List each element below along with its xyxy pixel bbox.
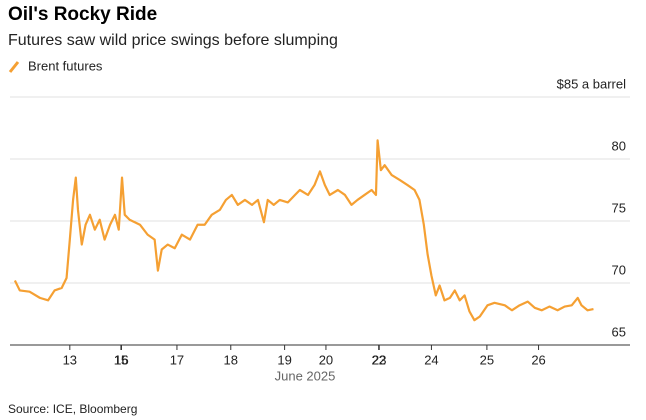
x-tick-label: 15	[114, 352, 128, 367]
price-line	[13, 139, 594, 322]
x-tick-label: 20	[319, 352, 333, 367]
x-tick-label: 13	[63, 352, 77, 367]
x-tick-label: 25	[480, 352, 494, 367]
y-tick-label: 70	[612, 262, 626, 277]
x-tick-label: 19	[277, 352, 291, 367]
source: Source: ICE, Bloomberg	[8, 402, 137, 416]
x-tick-label: 22	[371, 352, 385, 367]
y-tick-label: 65	[612, 324, 626, 339]
x-tick-label: 24	[424, 352, 438, 367]
x-tick-label: 23	[372, 352, 386, 367]
y-tick-label: $85 a barrel	[557, 76, 626, 91]
x-tick-label: 18	[224, 352, 238, 367]
y-tick-label: 75	[612, 200, 626, 215]
x-tick-label: 16	[114, 352, 128, 367]
x-tick-label: 26	[531, 352, 545, 367]
chart-title: Oil's Rocky Ride	[8, 4, 157, 25]
x-tick-label: 17	[170, 352, 184, 367]
legend-swatch	[8, 61, 20, 73]
chart-subtitle: Futures saw wild price swings before slu…	[8, 32, 338, 49]
legend-label: Brent futures	[28, 58, 103, 73]
x-axis-label: June 2025	[275, 368, 336, 383]
y-tick-label: 80	[612, 138, 626, 153]
